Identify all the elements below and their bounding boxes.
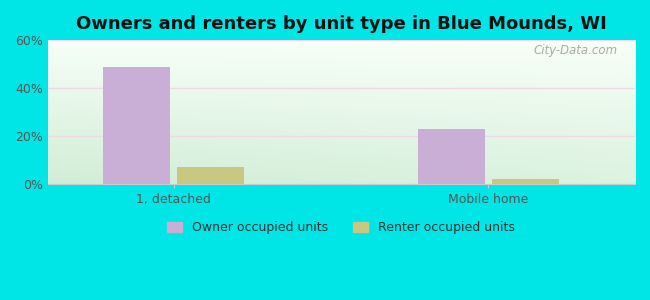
- Bar: [418, 129, 485, 184]
- Title: Owners and renters by unit type in Blue Mounds, WI: Owners and renters by unit type in Blue …: [76, 15, 606, 33]
- Bar: [177, 167, 244, 184]
- Bar: [491, 179, 558, 184]
- Bar: [103, 67, 170, 184]
- Text: City-Data.com: City-Data.com: [533, 44, 618, 57]
- Legend: Owner occupied units, Renter occupied units: Owner occupied units, Renter occupied un…: [162, 216, 521, 239]
